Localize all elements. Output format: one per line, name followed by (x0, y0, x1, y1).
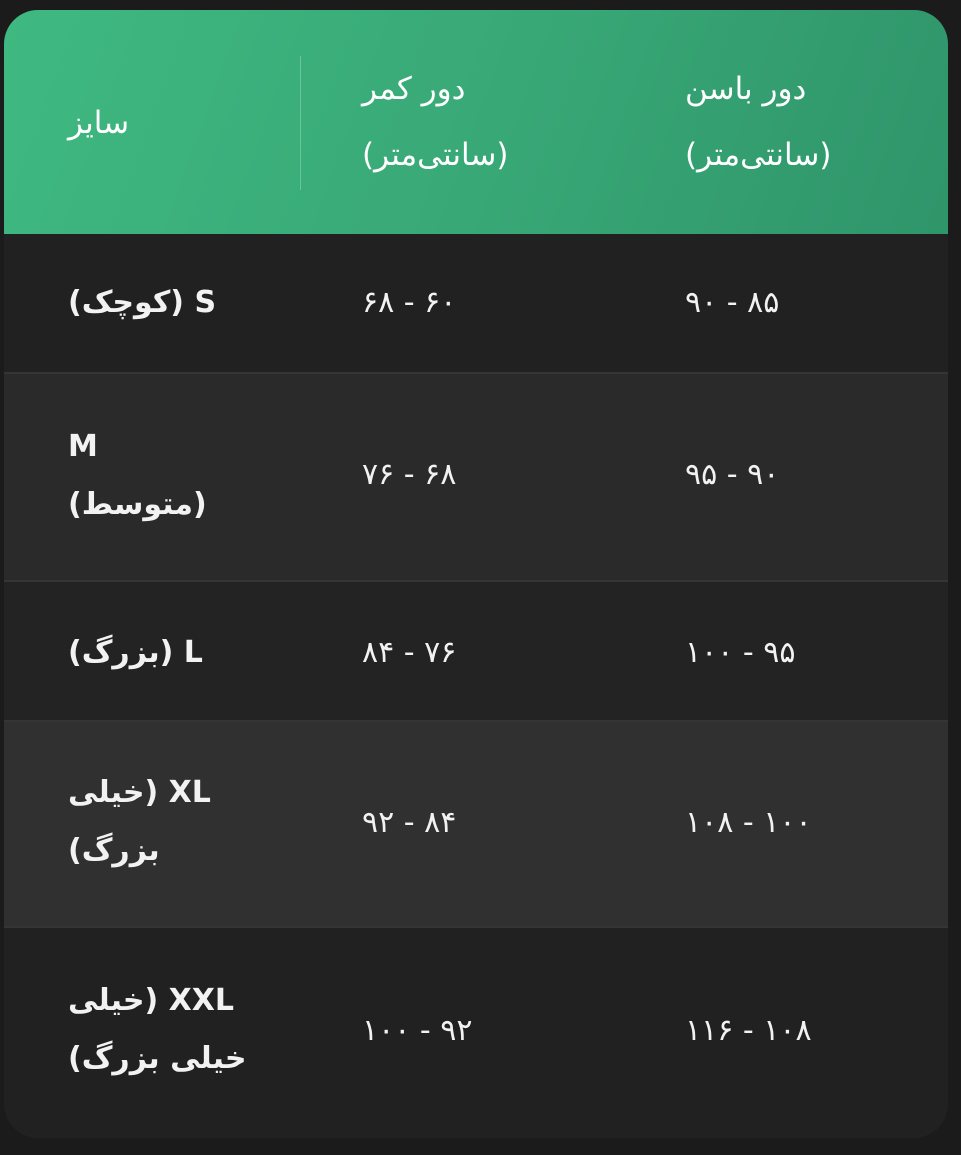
table-row: L (بزرگ) ۷۶ - ۸۴ ۹۵ - ۱۰۰ (4, 580, 948, 720)
header-hip-label: دور باسن (685, 71, 807, 107)
hip-cell: ۱۰۸ - ۱۱۶ (685, 1013, 812, 1048)
waist-cell: ۶۰ - ۶۸ (362, 285, 457, 320)
header-waist-unit: (سانتی‌متر) (362, 137, 509, 173)
hip-cell: ۹۰ - ۹۵ (685, 457, 780, 492)
waist-cell: ۶۸ - ۷۶ (362, 457, 457, 492)
hip-cell: ۸۵ - ۹۰ (685, 285, 780, 320)
hip-cell: ۱۰۰ - ۱۰۸ (685, 805, 812, 840)
waist-cell: ۸۴ - ۹۲ (362, 805, 457, 840)
waist-cell: ۷۶ - ۸۴ (362, 635, 457, 670)
table-row: S (کوچک) ۶۰ - ۶۸ ۸۵ - ۹۰ (4, 234, 948, 372)
size-cell: M (متوسط) (68, 429, 207, 522)
size-cell: L (بزرگ) (68, 635, 203, 670)
table-row: XXL (خیلی خیلی بزرگ) ۹۲ - ۱۰۰ ۱۰۸ - ۱۱۶ (4, 926, 948, 1138)
header-size: سایز (68, 105, 130, 141)
hip-cell: ۹۵ - ۱۰۰ (685, 635, 796, 670)
waist-cell: ۹۲ - ۱۰۰ (362, 1013, 473, 1048)
size-cell: XL (خیلی بزرگ) (68, 775, 211, 868)
size-table: سایز دور کمر (سانتی‌متر) دور باسن (سانتی… (4, 10, 948, 1138)
table-row: XL (خیلی بزرگ) ۸۴ - ۹۲ ۱۰۰ - ۱۰۸ (4, 720, 948, 926)
header-waist: دور کمر (سانتی‌متر) (362, 56, 509, 188)
header-divider (300, 56, 301, 190)
table-header: سایز دور کمر (سانتی‌متر) دور باسن (سانتی… (4, 10, 948, 234)
header-hip-unit: (سانتی‌متر) (685, 137, 832, 173)
header-waist-label: دور کمر (362, 71, 466, 107)
size-cell: S (کوچک) (68, 285, 217, 320)
size-cell: XXL (خیلی خیلی بزرگ) (68, 983, 247, 1076)
header-hip: دور باسن (سانتی‌متر) (685, 56, 832, 188)
table-row: M (متوسط) ۶۸ - ۷۶ ۹۰ - ۹۵ (4, 372, 948, 580)
